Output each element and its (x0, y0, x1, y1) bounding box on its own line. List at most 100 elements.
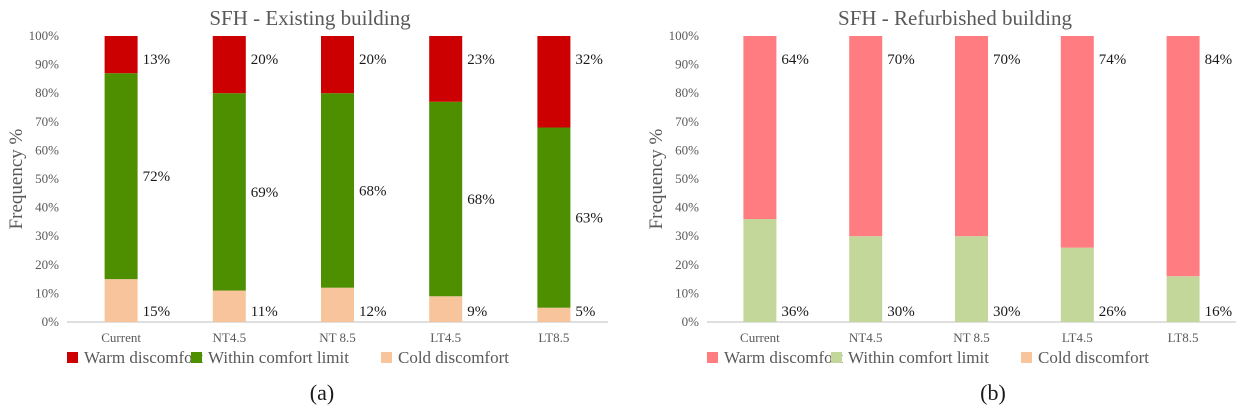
data-label: 68% (359, 183, 387, 199)
data-label: 84% (1205, 52, 1233, 68)
panel-label: (a) (310, 380, 334, 405)
data-label: 36% (781, 304, 809, 320)
bar-segment (955, 236, 988, 322)
bar-segment (1166, 36, 1200, 277)
bar-segment (429, 296, 463, 322)
x-tick-label: LT8.5 (1168, 330, 1199, 345)
data-label: 30% (887, 304, 915, 320)
bar-segment (537, 36, 571, 128)
x-tick-label: NT4.5 (849, 330, 883, 345)
data-label: 11% (251, 304, 278, 320)
bar-segment (212, 36, 246, 94)
data-label: 72% (143, 169, 171, 185)
legend-swatch (381, 352, 392, 363)
bar-segment (1060, 36, 1094, 248)
y-tick-label: 50% (35, 171, 59, 186)
legend-swatch (67, 352, 78, 363)
data-label: 12% (359, 304, 387, 320)
data-label: 63% (575, 211, 603, 227)
data-label: 69% (251, 185, 278, 201)
bar-segment (104, 73, 138, 280)
x-tick-label: Current (101, 330, 141, 345)
bar-segment (537, 307, 571, 322)
bar-segment (212, 93, 246, 291)
y-tick-label: 80% (35, 85, 59, 100)
x-tick-label: NT 8.5 (953, 330, 990, 345)
bar-segment (429, 101, 463, 297)
x-tick-label: NT4.5 (213, 330, 247, 345)
bar-segment (104, 279, 138, 322)
data-label: 9% (467, 304, 487, 320)
bar-segment (212, 290, 246, 322)
bar-segment (537, 127, 571, 308)
bar-segment (743, 36, 777, 220)
legend-label: Warm discomfort (84, 348, 203, 367)
y-tick-label: 80% (675, 85, 699, 100)
y-axis-label: Frequency % (6, 128, 27, 229)
data-label: 26% (1099, 304, 1127, 320)
legend-label: Cold discomfort (1038, 348, 1149, 367)
bar-segment (104, 36, 138, 74)
y-tick-label: 10% (675, 285, 699, 300)
data-label: 13% (143, 52, 171, 68)
y-tick-label: 40% (35, 200, 59, 215)
y-tick-label: 20% (35, 257, 59, 272)
data-label: 70% (993, 52, 1021, 68)
data-label: 74% (1099, 52, 1127, 68)
data-label: 32% (575, 52, 603, 68)
legend-swatch (831, 352, 842, 363)
y-tick-label: 60% (35, 142, 59, 157)
y-tick-label: 70% (35, 114, 59, 129)
data-label: 16% (1205, 304, 1233, 320)
y-tick-label: 10% (35, 285, 59, 300)
legend-label: Within comfort limit (208, 348, 349, 367)
y-tick-label: 90% (35, 57, 59, 72)
x-tick-label: LT4.5 (430, 330, 461, 345)
chart-title: SFH - Existing building (209, 6, 411, 30)
panel-label: (b) (980, 380, 1006, 405)
legend-swatch (707, 352, 718, 363)
y-tick-label: 100% (29, 28, 60, 43)
y-tick-label: 70% (675, 114, 699, 129)
legend-label: Warm discomfort (724, 348, 843, 367)
y-tick-label: 50% (675, 171, 699, 186)
legend-label: Cold discomfort (398, 348, 509, 367)
data-label: 20% (251, 52, 278, 68)
y-tick-label: 60% (675, 142, 699, 157)
x-tick-label: LT8.5 (538, 330, 569, 345)
chart-panel-1: SFH - Existing building 0% 10% 20% 30% 40% 50%… (6, 6, 608, 405)
x-tick-label: Current (740, 330, 780, 345)
bar-segment (849, 236, 883, 322)
legend-label: Within comfort limit (848, 348, 989, 367)
data-label: 5% (575, 304, 595, 320)
legend-swatch (1021, 352, 1032, 363)
bar-segment (1166, 276, 1200, 322)
bar-segment (321, 287, 354, 322)
data-label: 20% (359, 52, 387, 68)
y-tick-label: 30% (35, 228, 59, 243)
bar-segment (429, 36, 463, 102)
y-axis-label: Frequency % (646, 128, 667, 229)
data-label: 68% (467, 192, 495, 208)
data-label: 64% (781, 52, 809, 68)
bar-segment (955, 36, 988, 237)
y-tick-label: 40% (675, 200, 699, 215)
bar-segment (321, 36, 354, 94)
y-tick-label: 0% (42, 314, 60, 329)
data-label: 70% (887, 52, 915, 68)
chart-title: SFH - Refurbished building (838, 6, 1072, 30)
bar-segment (743, 219, 777, 322)
legend-swatch (191, 352, 202, 363)
x-tick-label: LT4.5 (1062, 330, 1093, 345)
data-label: 15% (143, 304, 171, 320)
data-label: 30% (993, 304, 1021, 320)
x-tick-label: NT 8.5 (319, 330, 356, 345)
bar-segment (1060, 247, 1094, 322)
data-label: 23% (467, 52, 495, 68)
y-tick-label: 0% (682, 314, 700, 329)
bar-segment (321, 93, 354, 288)
y-tick-label: 90% (675, 57, 699, 72)
y-tick-label: 20% (675, 257, 699, 272)
y-tick-label: 100% (669, 28, 700, 43)
